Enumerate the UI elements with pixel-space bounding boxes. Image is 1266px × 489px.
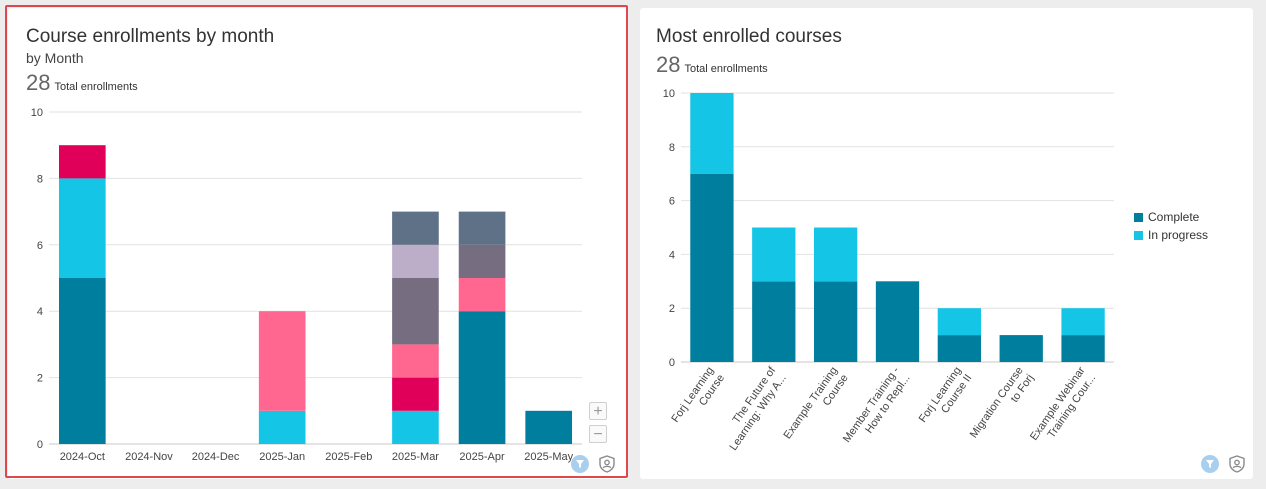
monthly-enrollments-card: Course enrollments by month by Month 28 T… [8, 8, 628, 479]
courses-total: 28 Total enrollments [656, 52, 768, 78]
monthly-total: 28 Total enrollments [26, 70, 138, 96]
x-tick-label: 2024-Oct [60, 451, 105, 463]
monthly-total-count: 28 [26, 70, 51, 95]
monthly-enrollments-chart: 0 2 4 6 8 10 2024-Oct 2024-Nov 2024-Dec 2025-Jan 2… [31, 107, 582, 463]
y-tick-label: 2 [669, 303, 675, 315]
bar-segment [392, 278, 439, 345]
x-tick-label: Forj LearningCourse II [917, 365, 975, 432]
bar-segment [58, 178, 106, 278]
bar-segment [937, 335, 982, 362]
x-tick-label: 2025-Feb [325, 451, 372, 463]
bar-segment [875, 281, 920, 362]
y-tick-label: 6 [669, 196, 675, 208]
x-tick-label: Example TrainingCourse [782, 365, 851, 449]
y-tick-label: 8 [37, 173, 43, 185]
monthly-chart-title: Course enrollments by month [26, 26, 275, 47]
bar-segment [752, 281, 796, 362]
y-tick-label: 0 [669, 357, 675, 369]
x-tick-label: Forj LearningCourse [669, 365, 727, 432]
x-tick-label: 2024-Dec [192, 451, 240, 463]
bar-segment [392, 211, 439, 245]
x-tick-label: Example WebinarTraining Cour... [1028, 365, 1098, 451]
bar-segment [58, 278, 106, 444]
bar-segment [752, 227, 796, 282]
shield-user-icon[interactable] [597, 454, 617, 474]
legend-label-complete: Complete [1148, 210, 1200, 224]
bar-segment [258, 311, 306, 411]
y-tick-label: 2 [37, 373, 43, 385]
legend-label-in-progress: In progress [1148, 228, 1209, 242]
courses-legend: Complete In progress [1134, 210, 1208, 246]
bar-segment [458, 278, 506, 312]
bar-segment [813, 227, 858, 282]
bar-segment [525, 410, 573, 444]
top-courses-chart: 0 2 4 6 8 10 Forj LearningCourse The Future ofL… [663, 88, 1114, 453]
legend-swatch-in-progress [1134, 230, 1143, 240]
bar-segment [458, 244, 506, 278]
bar-segment [458, 211, 506, 245]
bar-segment [392, 244, 439, 278]
y-tick-label: 8 [669, 142, 675, 154]
courses-total-count: 28 [656, 52, 681, 77]
bar-segment [999, 335, 1043, 362]
x-tick-label: Member Training -How to Repl... [841, 365, 913, 453]
legend-item-in-progress[interactable]: In progress [1134, 228, 1208, 242]
zoom-out-button[interactable]: − [589, 425, 607, 443]
top-courses-card: Most enrolled courses 28 Total enrollment… [640, 8, 1253, 479]
monthly-chart-subtitle: by Month [26, 50, 84, 66]
y-tick-label: 4 [37, 306, 43, 318]
filter-icon[interactable] [571, 455, 589, 473]
x-tick-label: 2025-Apr [459, 451, 505, 463]
monthly-total-label: Total enrollments [54, 81, 138, 93]
y-tick-label: 6 [37, 240, 43, 252]
y-tick-label: 10 [663, 88, 675, 100]
bar-segment [690, 173, 734, 362]
bar-segment [690, 93, 734, 174]
bar-segment [58, 145, 106, 179]
x-tick-label: 2025-May [524, 451, 573, 463]
x-tick-label: The Future ofLearning: Why A... [717, 364, 790, 453]
y-tick-label: 4 [669, 249, 675, 261]
bar-segment [458, 311, 506, 444]
courses-total-label: Total enrollments [684, 63, 768, 75]
bar-segment [813, 281, 858, 362]
y-tick-label: 0 [37, 439, 43, 451]
bar-segment [392, 410, 439, 444]
filter-icon[interactable] [1201, 455, 1219, 473]
bar-segment [392, 344, 439, 378]
legend-item-complete[interactable]: Complete [1134, 210, 1208, 224]
shield-user-icon[interactable] [1227, 454, 1247, 474]
bar-segment [258, 410, 306, 444]
bar-segment [1061, 335, 1105, 362]
y-tick-label: 10 [31, 107, 43, 119]
bar-segment [937, 308, 982, 336]
x-tick-label: 2024-Nov [125, 451, 173, 463]
x-tick-label: 2025-Mar [392, 451, 439, 463]
legend-swatch-complete [1134, 212, 1143, 222]
bar-segment [392, 377, 439, 411]
bar-segment [1061, 308, 1105, 336]
courses-chart-title: Most enrolled courses [656, 26, 842, 47]
x-tick-label: Migration Courseto Forj [968, 365, 1037, 448]
x-tick-label: 2025-Jan [259, 451, 305, 463]
zoom-in-button[interactable]: + [589, 402, 607, 420]
